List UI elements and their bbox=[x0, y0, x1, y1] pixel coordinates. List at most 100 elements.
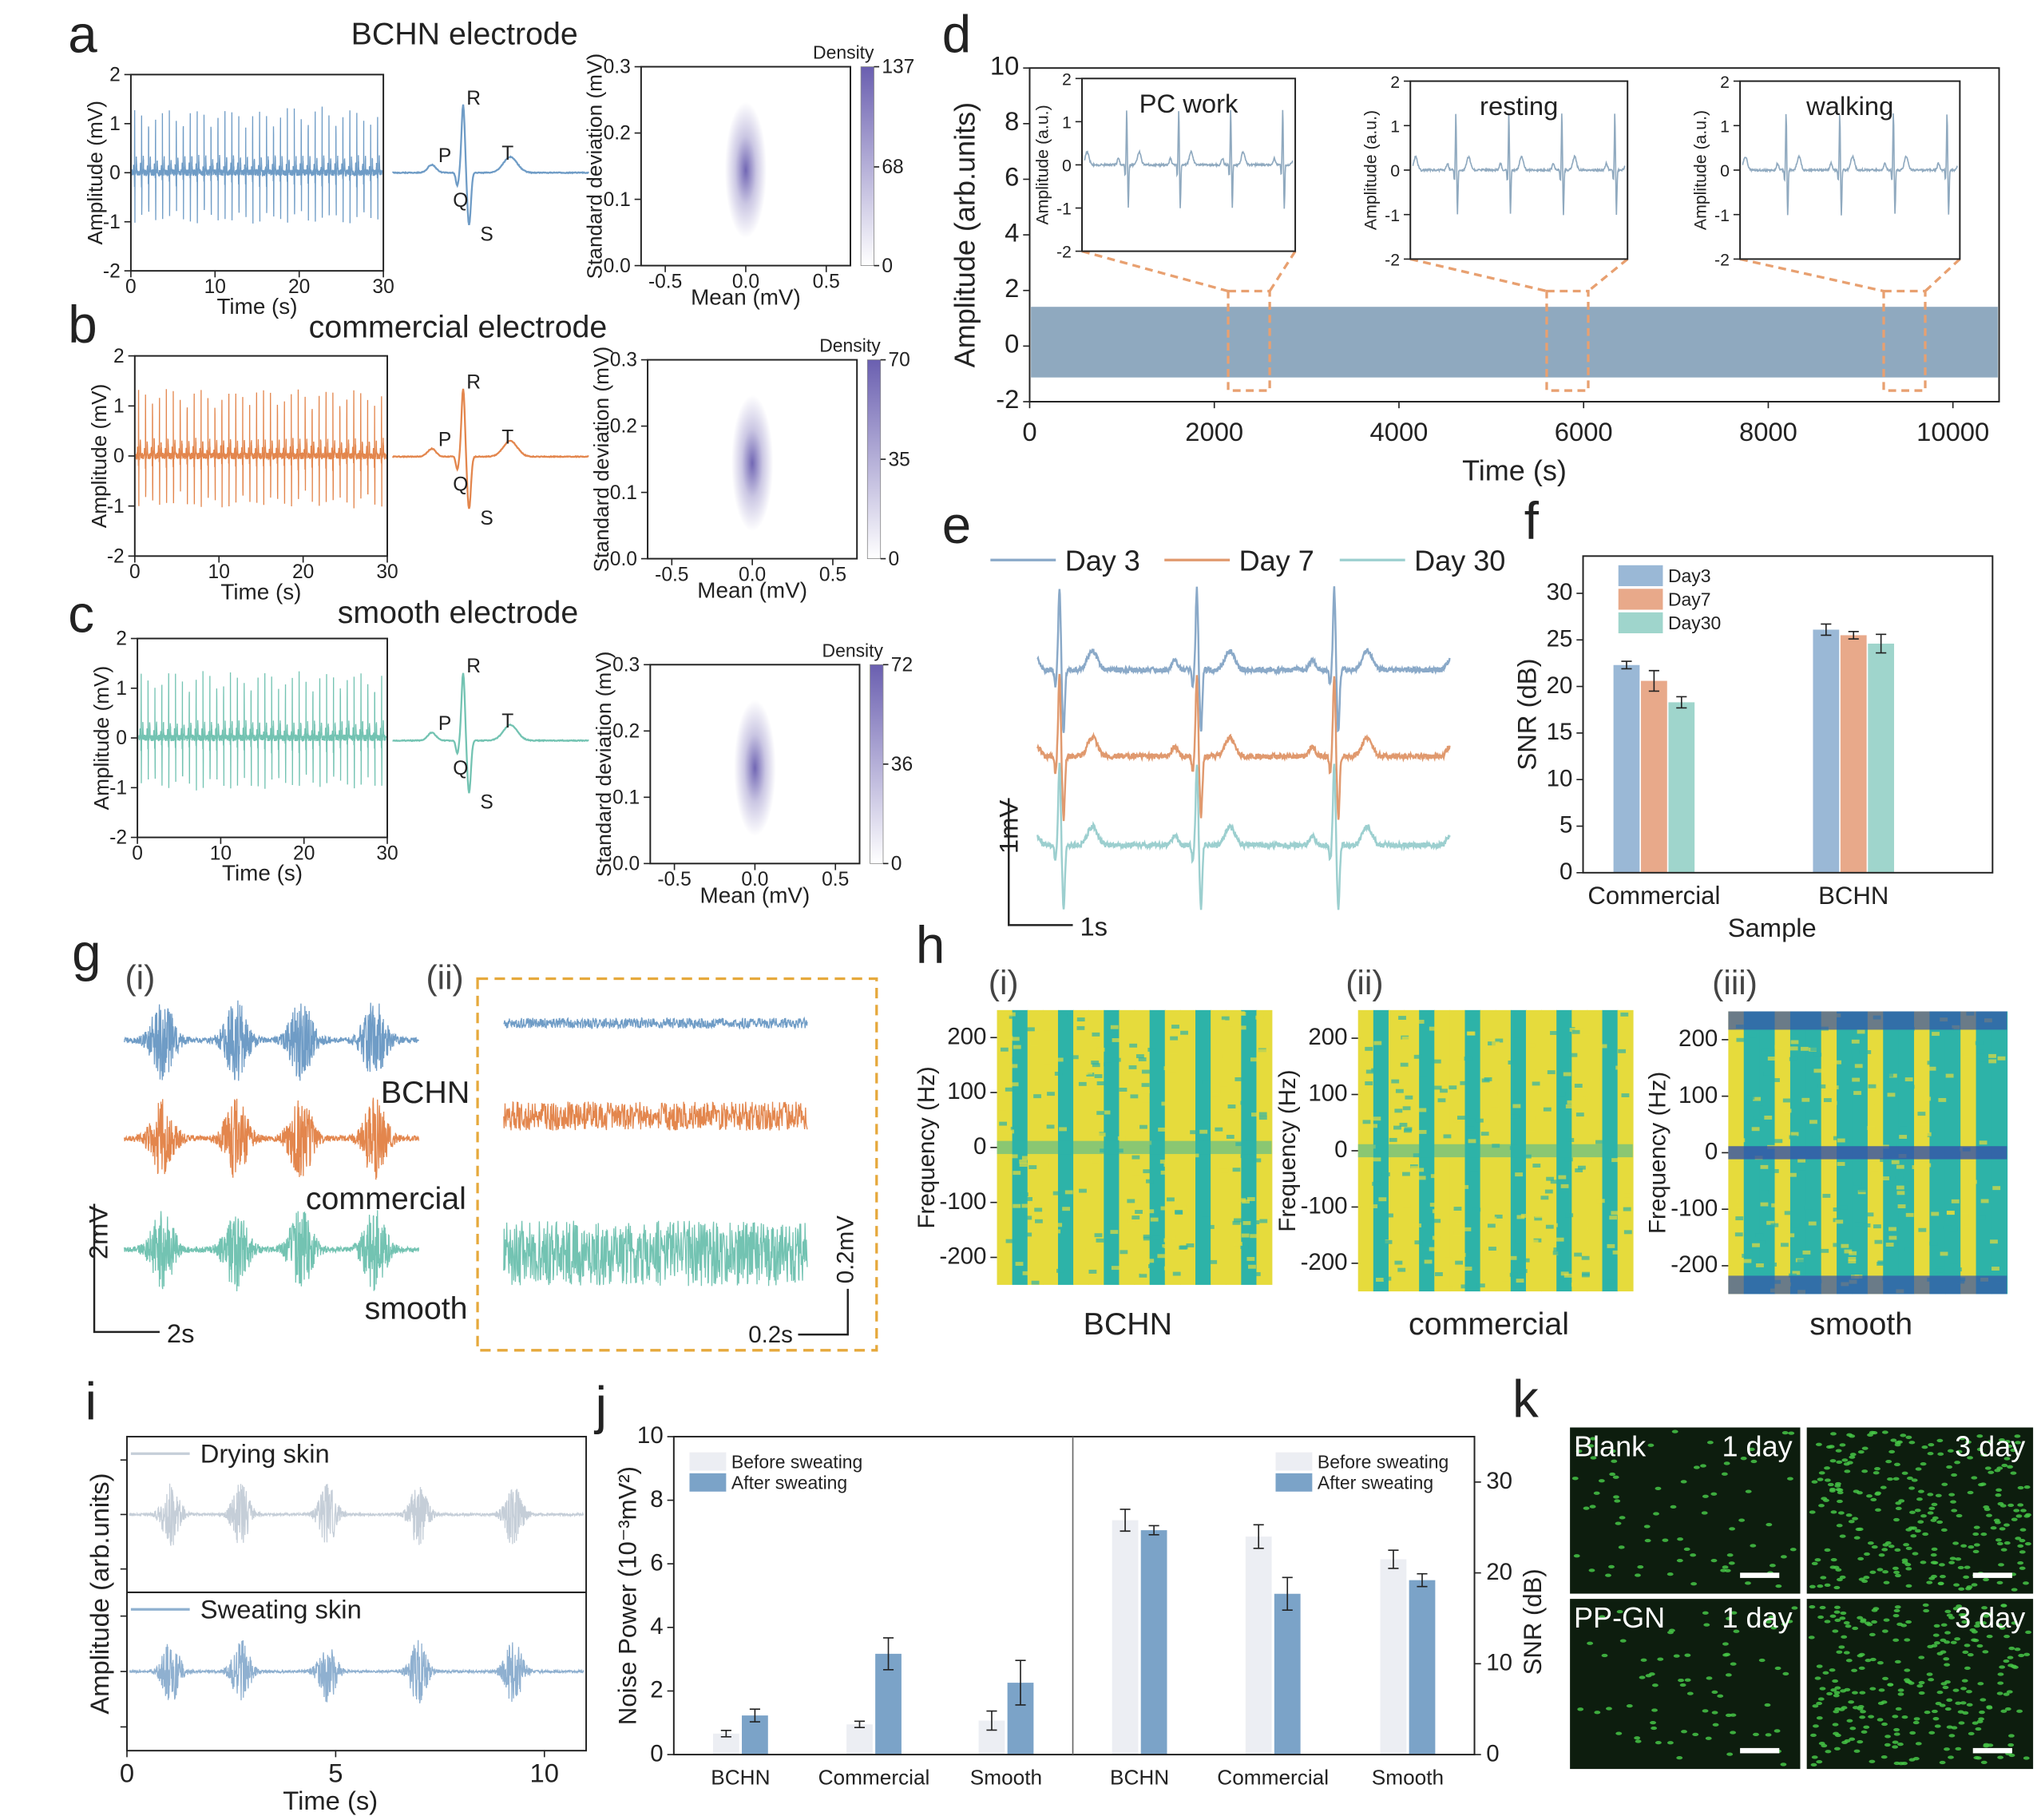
cell bbox=[1644, 1539, 1651, 1543]
spectrogram-cell bbox=[1607, 1132, 1615, 1137]
cell bbox=[1818, 1504, 1825, 1508]
cell bbox=[1904, 1638, 1911, 1642]
cell bbox=[1863, 1725, 1870, 1729]
cell bbox=[1921, 1445, 1928, 1449]
spectrogram-cell bbox=[1373, 1041, 1382, 1045]
cell bbox=[2003, 1541, 2011, 1545]
wave-label: S bbox=[480, 792, 493, 814]
cell bbox=[1590, 1456, 1597, 1460]
cell bbox=[1816, 1664, 1823, 1668]
spectrogram-cell bbox=[1139, 1124, 1147, 1129]
spectrogram-cell bbox=[1751, 1127, 1760, 1132]
spectrogram-cell bbox=[1516, 1279, 1524, 1283]
spectrogram-cell bbox=[1468, 1139, 1476, 1144]
spectrogram-cell bbox=[1014, 1089, 1023, 1094]
spectrogram-cell bbox=[1437, 1021, 1446, 1025]
cell bbox=[2003, 1692, 2010, 1696]
cell bbox=[2025, 1513, 2031, 1517]
cell bbox=[1993, 1518, 2000, 1522]
cell bbox=[1679, 1683, 1686, 1687]
scale-bar bbox=[798, 1288, 849, 1336]
x-axis-label: Mean (mV) bbox=[691, 285, 801, 310]
cell bbox=[1892, 1638, 1900, 1642]
spectrogram-cell bbox=[1992, 1186, 2001, 1191]
spectrogram-cell bbox=[1849, 1251, 1857, 1255]
spectrogram-cell bbox=[1236, 1011, 1245, 1016]
cell bbox=[1648, 1672, 1655, 1676]
spectrogram-cell bbox=[1131, 1176, 1140, 1180]
cell bbox=[1895, 1707, 1902, 1711]
cell bbox=[1662, 1538, 1669, 1542]
spectrogram-cell bbox=[1159, 1160, 1168, 1164]
cell bbox=[1684, 1653, 1691, 1657]
cell bbox=[1692, 1732, 1699, 1737]
cell bbox=[1964, 1666, 1971, 1670]
cell bbox=[1948, 1755, 1954, 1759]
error-bar bbox=[1120, 1509, 1131, 1533]
y-tick-label: 200 bbox=[947, 1023, 986, 1049]
spectrogram-cell bbox=[1395, 1088, 1404, 1093]
cell bbox=[1999, 1527, 2006, 1531]
cell bbox=[1867, 1433, 1873, 1437]
cell bbox=[1834, 1618, 1841, 1622]
cell bbox=[1711, 1690, 1718, 1694]
cell bbox=[1948, 1560, 1956, 1564]
spectrogram-cell bbox=[1498, 1056, 1507, 1060]
cell bbox=[1951, 1726, 1958, 1730]
cell bbox=[1893, 1570, 1900, 1574]
cell bbox=[1678, 1678, 1685, 1683]
image-label: Blank bbox=[1574, 1430, 1647, 1463]
spectrogram-cell bbox=[1167, 1197, 1175, 1202]
spectrogram-cell bbox=[1556, 1237, 1564, 1242]
spectrogram-cell bbox=[1466, 1126, 1475, 1131]
spectrogram-cell bbox=[1443, 1156, 1451, 1161]
cell bbox=[1942, 1685, 1949, 1690]
error-bar bbox=[1253, 1524, 1264, 1549]
cell bbox=[1908, 1441, 1916, 1445]
cell bbox=[1884, 1743, 1891, 1747]
spectrogram-cell bbox=[1170, 1036, 1179, 1041]
spectrogram-cell bbox=[1433, 1219, 1441, 1223]
legend-label: After sweating bbox=[731, 1472, 847, 1493]
cell bbox=[2003, 1634, 2011, 1639]
spectrogram-cell bbox=[1007, 1012, 1016, 1017]
cell bbox=[1926, 1672, 1933, 1676]
spectrogram-cell bbox=[1432, 1209, 1441, 1214]
cell bbox=[1730, 1731, 1737, 1735]
spectrogram-cell bbox=[1158, 1127, 1167, 1132]
spectrogram-cell bbox=[1419, 1245, 1428, 1250]
cell bbox=[1748, 1447, 1755, 1452]
cell bbox=[1845, 1513, 1853, 1517]
cell bbox=[1680, 1480, 1687, 1484]
spectrogram-cell bbox=[1761, 1049, 1770, 1053]
scale-label: 1mV bbox=[994, 800, 1024, 854]
cell bbox=[1931, 1709, 1938, 1714]
cell bbox=[1816, 1760, 1823, 1764]
spectrogram-cell bbox=[1852, 1077, 1861, 1082]
spectrogram-cell bbox=[1013, 1045, 1021, 1049]
zero-band bbox=[1728, 1146, 2007, 1160]
spectrogram-cell bbox=[1400, 1062, 1409, 1067]
spectrogram-cell bbox=[1216, 1039, 1225, 1044]
cell bbox=[1893, 1462, 1900, 1466]
cell bbox=[1702, 1611, 1709, 1615]
cell bbox=[1908, 1526, 1915, 1530]
x-tick-label: Commercial bbox=[1587, 882, 1720, 910]
cell bbox=[1781, 1430, 1789, 1435]
spectrogram-cell bbox=[1874, 1104, 1883, 1109]
spectrogram-cell bbox=[1445, 1257, 1453, 1262]
y-axis-label: Standard deviation (mV) bbox=[592, 652, 616, 878]
spectrogram-cell bbox=[1429, 1247, 1437, 1251]
subpanel-label: (iii) bbox=[1712, 964, 1758, 1002]
x-tick-label: Smooth bbox=[1372, 1766, 1444, 1790]
cell bbox=[1722, 1565, 1729, 1569]
spectrogram-cell bbox=[1591, 1077, 1599, 1082]
cell bbox=[1780, 1555, 1787, 1559]
cell bbox=[1839, 1616, 1846, 1620]
cell bbox=[1849, 1453, 1857, 1457]
cell bbox=[1939, 1760, 1946, 1765]
cell bbox=[1724, 1568, 1731, 1572]
y-tick-label: 10 bbox=[990, 50, 1019, 80]
spectrogram-cell bbox=[1615, 1065, 1624, 1070]
cell bbox=[1950, 1500, 1956, 1504]
